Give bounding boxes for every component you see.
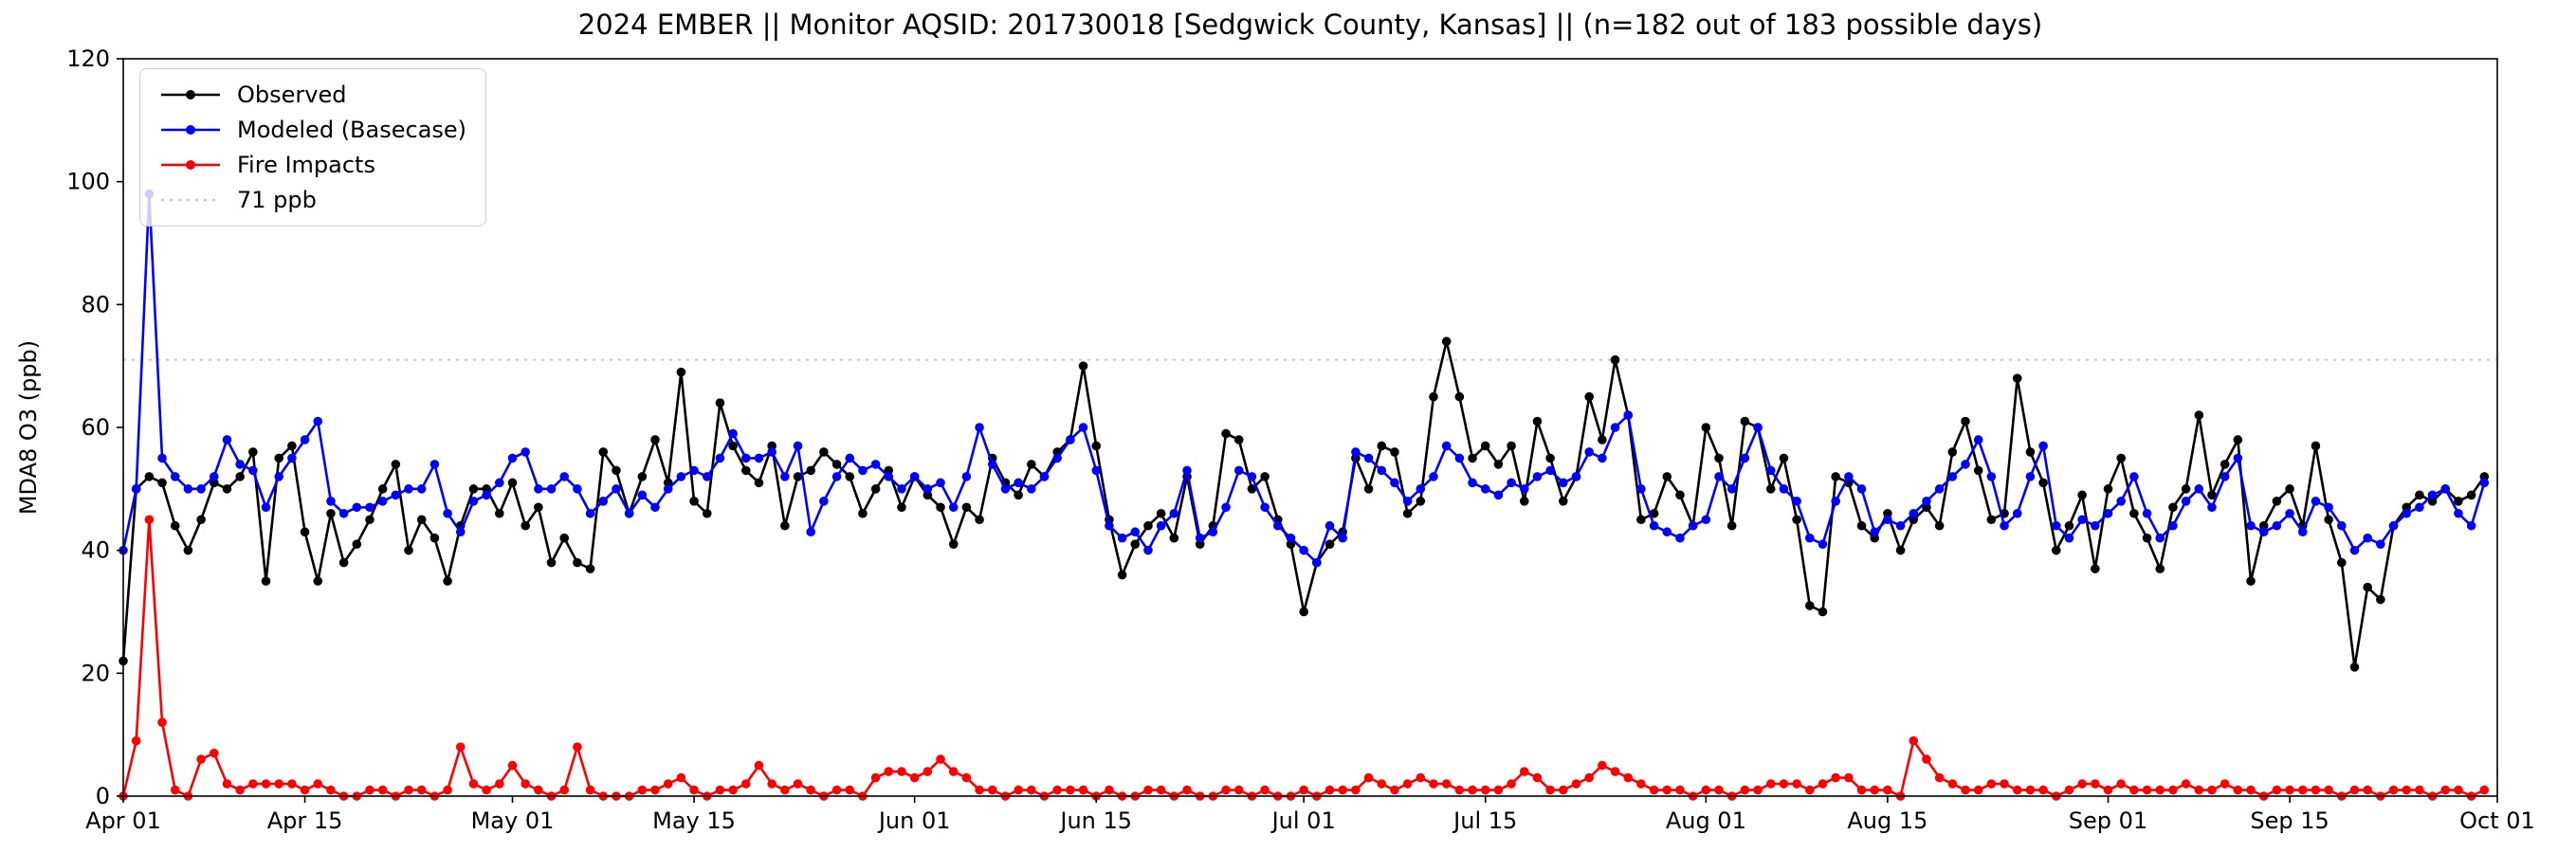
y-tick-label: 40 (81, 537, 110, 564)
x-tick-label: May 01 (471, 808, 555, 834)
x-axis: Apr 01 Apr 15 May 01 May 15 Jun 01 Jun 15 Jul … (85, 796, 2535, 834)
legend-entry-71-ppb: 71 ppb (159, 186, 466, 214)
x-tick-label: Aug 15 (1847, 808, 1927, 834)
fire-impacts-legend-swatch (161, 160, 220, 170)
x-tick-label: Jul 01 (1270, 808, 1336, 834)
x-tick-label: Apr 15 (267, 808, 343, 834)
legend-label: Fire Impacts (237, 152, 375, 178)
y-tick-label: 60 (81, 414, 110, 441)
x-tick-label: Sep 15 (2250, 808, 2329, 834)
y-axis: 0 20 40 60 80 100 120 (66, 45, 123, 809)
legend-label: Modeled (Basecase) (237, 117, 467, 143)
x-tick-label: Sep 01 (2069, 808, 2147, 834)
legend-label: Observed (237, 82, 347, 108)
y-tick-label: 0 (96, 783, 110, 809)
71-ppb-legend-swatch (161, 198, 220, 202)
modeled-basecase-legend-swatch (161, 125, 220, 135)
y-tick-label: 100 (66, 169, 110, 195)
x-tick-label: Aug 01 (1666, 808, 1746, 834)
x-tick-label: May 15 (652, 808, 736, 834)
x-tick-label: Jun 15 (1058, 808, 1132, 834)
legend-entry-fire-impacts: Fire Impacts (159, 151, 466, 179)
chart-title: 2024 EMBER || Monitor AQSID: 201730018 [… (577, 9, 2043, 41)
y-tick-label: 20 (81, 660, 110, 686)
observed-legend-swatch (161, 90, 220, 100)
legend-entry-observed: Observed (159, 81, 466, 109)
y-axis-label: MDA8 O3 (ppb) (15, 339, 42, 516)
modeled-basecase-series (119, 189, 2490, 568)
legend-label: 71 ppb (237, 187, 317, 213)
x-tick-label: Oct 01 (2459, 808, 2535, 834)
x-tick-label: Apr 01 (85, 808, 161, 834)
y-tick-label: 80 (81, 291, 110, 318)
y-tick-label: 120 (66, 45, 110, 72)
fire-impacts-series (119, 515, 2490, 801)
x-tick-label: Jun 01 (877, 808, 951, 834)
x-tick-label: Jul 15 (1452, 808, 1517, 834)
legend: Observed Modeled (Basecase) Fire Impacts 71… (139, 68, 487, 227)
legend-entry-modeled-basecase: Modeled (Basecase) (159, 116, 466, 144)
